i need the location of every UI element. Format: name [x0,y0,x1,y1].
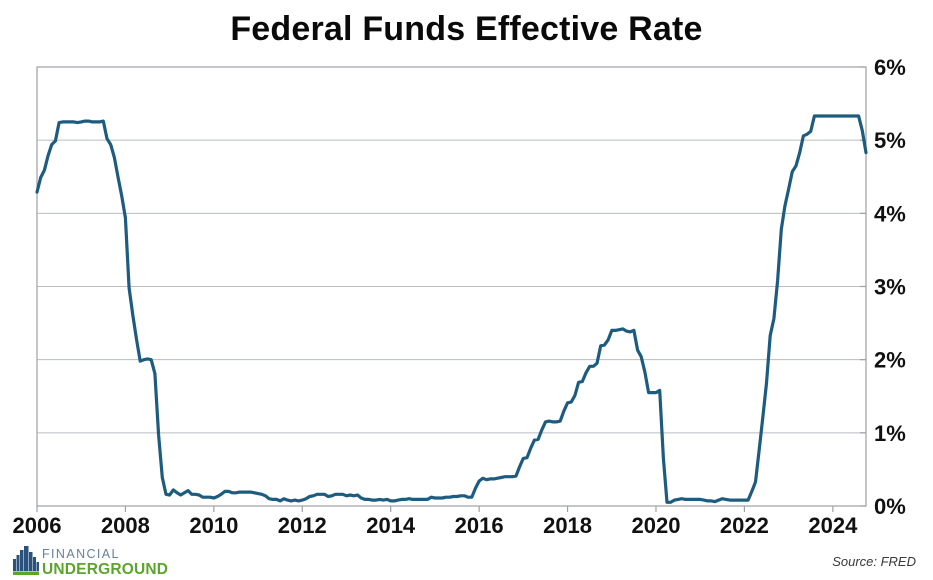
x-tick-label: 2014 [366,513,416,538]
y-tick-label: 5% [874,128,906,153]
x-tick-label: 2012 [278,513,327,538]
y-tick-label: 2% [874,348,906,373]
x-tick-label: 2010 [189,513,238,538]
x-tick-label: 2006 [13,513,62,538]
skyline-bar [16,555,20,571]
skyline-bar [20,550,24,571]
skyline-bar [36,562,39,571]
y-tick-label: 1% [874,421,906,446]
skyline-bar [29,552,33,571]
chart-title: Federal Funds Effective Rate [230,10,703,48]
logo-underground-label: UNDERGROUND [42,560,169,578]
x-tick-label: 2022 [720,513,769,538]
y-tick-label: 3% [874,275,906,300]
skyline-bar [33,557,36,571]
skyline-ground [13,571,39,575]
financial-underground-logo: FINANCIAL UNDERGROUND [13,545,168,577]
x-tick-label: 2016 [455,513,504,538]
logo-financial-label: FINANCIAL [42,547,120,561]
x-tick-label: 2008 [101,513,150,538]
skyline-bar [24,546,29,571]
y-tick-label: 4% [874,201,906,226]
ffr-line [35,114,868,504]
x-tick-label: 2024 [808,513,858,538]
x-tick-label: 2018 [543,513,592,538]
skyline-bar [13,559,16,571]
x-tick-label: 2020 [632,513,681,538]
y-tick-label: 6% [874,55,906,80]
source-note: Source: FRED [832,554,916,569]
logo-text: FINANCIAL UNDERGROUND [42,548,168,577]
y-tick-label: 0% [874,494,906,519]
skyline-icon [13,546,39,575]
